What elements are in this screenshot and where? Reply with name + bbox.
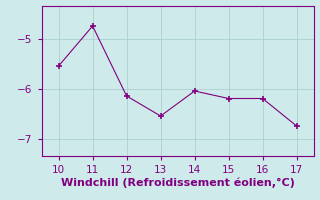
X-axis label: Windchill (Refroidissement éolien,°C): Windchill (Refroidissement éolien,°C) bbox=[61, 178, 294, 188]
